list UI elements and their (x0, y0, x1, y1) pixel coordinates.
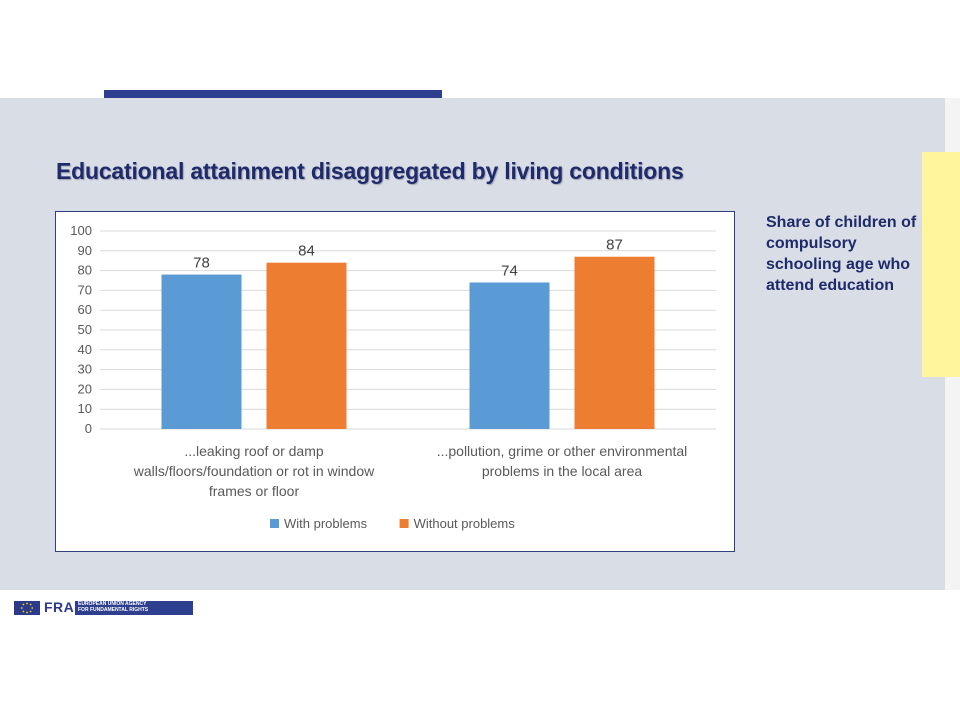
y-tick-label: 80 (78, 263, 92, 278)
category-label: ...leaking roof or damp (184, 443, 324, 459)
bar (574, 256, 655, 429)
category-label: walls/floors/foundation or rot in window (133, 463, 375, 479)
legend-label: With problems (284, 516, 368, 531)
chart-container: 0 10 20 30 40 50 60 70 80 90 100 78 84 ...leaking roo… (55, 211, 735, 552)
y-tick-label: 90 (78, 243, 92, 258)
side-note: Share of children of compulsory schoolin… (766, 214, 917, 294)
legend-swatch (270, 519, 279, 528)
y-tick-label: 0 (85, 421, 92, 436)
accent-bar (104, 90, 442, 98)
highlight-tab (922, 152, 960, 377)
y-tick-label: 60 (78, 302, 92, 317)
org-line-2: FOR FUNDAMENTAL RIGHTS (78, 607, 149, 613)
fra-logo[interactable]: FRA EUROPEAN UNION AGENCY FOR FUNDAMENTA… (14, 599, 194, 617)
legend-label: Without problems (414, 516, 516, 531)
category-label: ...pollution, grime or other environment… (437, 443, 688, 459)
data-label: 74 (501, 262, 518, 279)
fra-logo-text: FRA (44, 599, 75, 615)
y-tick-label: 10 (78, 401, 92, 416)
data-label: 84 (298, 243, 315, 260)
y-tick-label: 30 (78, 362, 92, 377)
category-label: frames or floor (209, 483, 300, 499)
bar-chart: 0 10 20 30 40 50 60 70 80 90 100 78 84 ...leaking roo… (70, 223, 716, 531)
legend-swatch (399, 519, 409, 528)
y-tick-label: 20 (78, 381, 92, 396)
bar (469, 282, 550, 429)
category-label: problems in the local area (482, 463, 643, 479)
y-tick-label: 70 (78, 282, 92, 297)
eu-flag-icon (14, 601, 40, 615)
bar (266, 262, 347, 429)
fra-band: EUROPEAN UNION AGENCY FOR FUNDAMENTAL RI… (75, 601, 193, 615)
slide-title: Educational attainment disaggregated by … (56, 158, 684, 184)
org-line-1: EUROPEAN UNION AGENCY (78, 601, 147, 607)
y-tick-label: 40 (78, 342, 92, 357)
bar (161, 274, 242, 429)
y-tick-label: 50 (78, 322, 92, 337)
data-label: 87 (606, 237, 623, 254)
data-label: 78 (193, 255, 210, 272)
y-tick-label: 100 (70, 223, 92, 238)
